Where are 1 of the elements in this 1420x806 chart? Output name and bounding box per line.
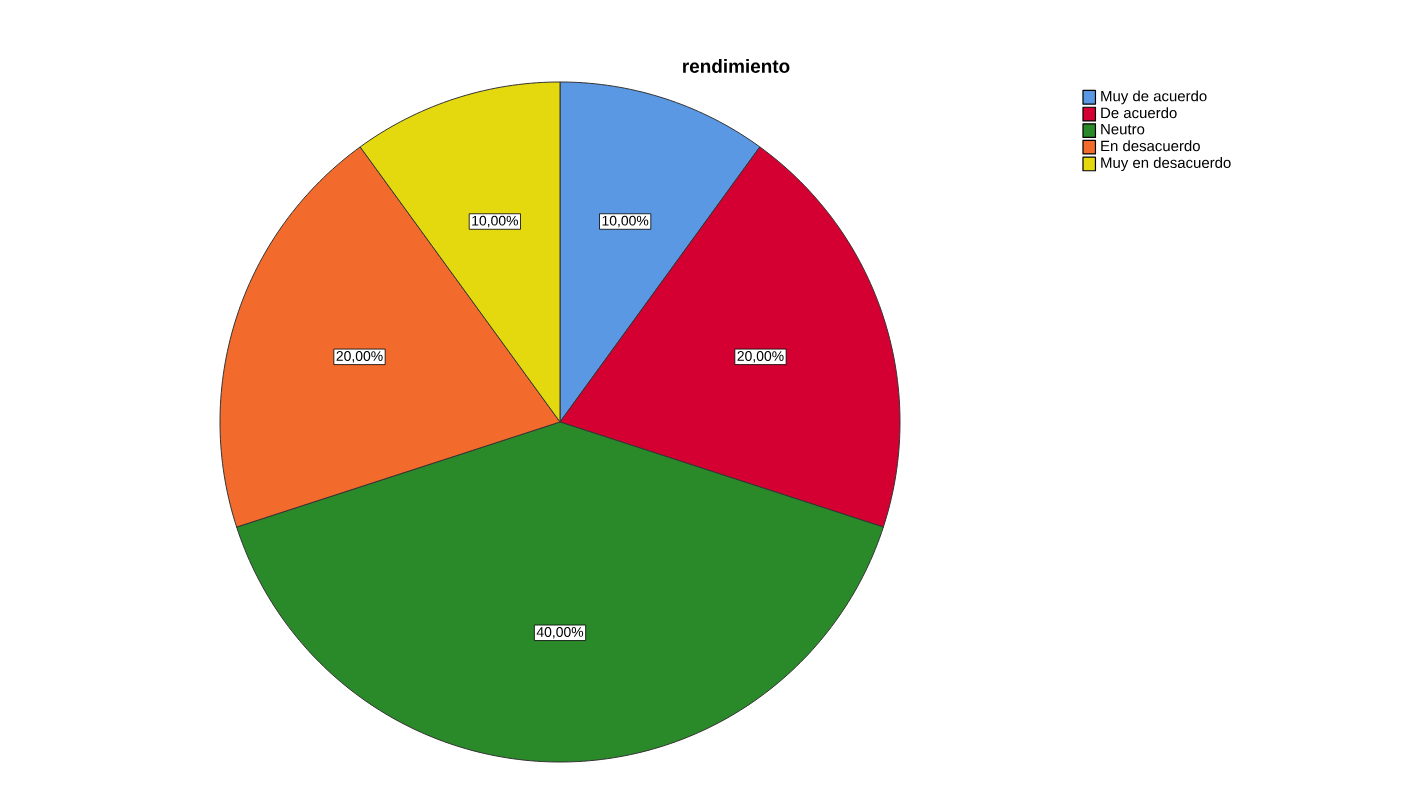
chart-title: rendimiento <box>683 59 790 73</box>
